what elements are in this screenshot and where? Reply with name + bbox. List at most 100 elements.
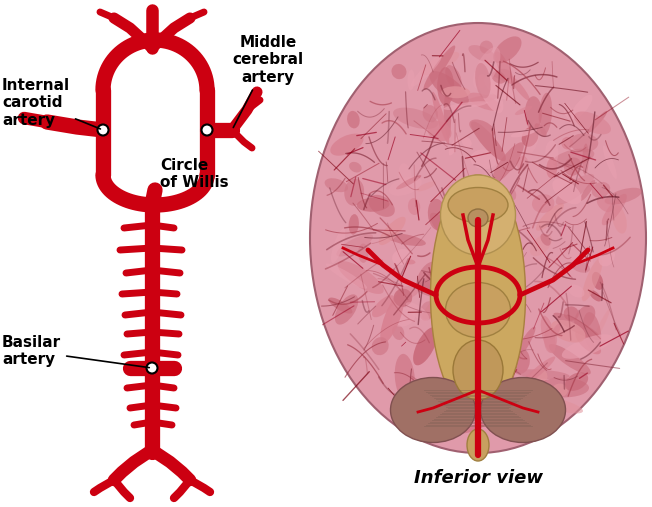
Ellipse shape xyxy=(469,120,496,137)
Ellipse shape xyxy=(349,162,362,172)
Ellipse shape xyxy=(427,121,451,141)
Ellipse shape xyxy=(444,314,494,332)
Ellipse shape xyxy=(458,295,474,310)
Ellipse shape xyxy=(347,111,360,128)
Ellipse shape xyxy=(516,156,529,171)
Ellipse shape xyxy=(580,180,595,201)
Ellipse shape xyxy=(544,326,557,353)
Text: Internal
carotid
artery: Internal carotid artery xyxy=(2,78,100,129)
Ellipse shape xyxy=(430,71,469,105)
Ellipse shape xyxy=(473,47,501,89)
Ellipse shape xyxy=(344,178,364,206)
Ellipse shape xyxy=(449,136,460,156)
Ellipse shape xyxy=(398,163,411,187)
Ellipse shape xyxy=(393,107,438,129)
Ellipse shape xyxy=(535,123,546,137)
Ellipse shape xyxy=(515,106,533,115)
Ellipse shape xyxy=(357,198,389,212)
Ellipse shape xyxy=(453,255,491,283)
Ellipse shape xyxy=(394,354,415,402)
Ellipse shape xyxy=(389,176,422,196)
Ellipse shape xyxy=(430,175,526,415)
Text: Basilar
artery: Basilar artery xyxy=(2,335,149,368)
Ellipse shape xyxy=(408,69,415,90)
Ellipse shape xyxy=(475,261,487,279)
Ellipse shape xyxy=(570,245,593,270)
Ellipse shape xyxy=(504,334,516,345)
Ellipse shape xyxy=(392,249,411,265)
Ellipse shape xyxy=(591,182,610,198)
Ellipse shape xyxy=(612,205,627,234)
Ellipse shape xyxy=(553,403,558,424)
Ellipse shape xyxy=(592,272,603,290)
Ellipse shape xyxy=(583,312,601,351)
Ellipse shape xyxy=(417,182,436,191)
Ellipse shape xyxy=(565,372,588,391)
Ellipse shape xyxy=(570,261,590,273)
Ellipse shape xyxy=(437,67,454,105)
Ellipse shape xyxy=(550,323,561,340)
Ellipse shape xyxy=(562,334,613,359)
Ellipse shape xyxy=(599,247,615,266)
Ellipse shape xyxy=(391,378,475,443)
Ellipse shape xyxy=(549,344,591,375)
Ellipse shape xyxy=(459,400,473,405)
Ellipse shape xyxy=(411,55,442,87)
Ellipse shape xyxy=(372,337,389,355)
Ellipse shape xyxy=(539,93,552,135)
Ellipse shape xyxy=(379,217,406,245)
Ellipse shape xyxy=(467,429,489,461)
Ellipse shape xyxy=(391,64,406,79)
Ellipse shape xyxy=(445,282,511,338)
Ellipse shape xyxy=(454,204,474,234)
Ellipse shape xyxy=(602,194,627,225)
Ellipse shape xyxy=(471,121,506,161)
Ellipse shape xyxy=(541,233,551,246)
Ellipse shape xyxy=(396,175,421,190)
Circle shape xyxy=(98,125,108,135)
Ellipse shape xyxy=(437,377,444,413)
Ellipse shape xyxy=(421,52,459,76)
Ellipse shape xyxy=(475,63,491,98)
Circle shape xyxy=(201,125,213,135)
Ellipse shape xyxy=(385,233,426,246)
Ellipse shape xyxy=(396,286,418,298)
Ellipse shape xyxy=(563,103,574,121)
Text: Inferior view: Inferior view xyxy=(413,469,542,487)
Ellipse shape xyxy=(468,45,497,63)
Ellipse shape xyxy=(541,316,556,353)
Ellipse shape xyxy=(536,203,564,231)
Ellipse shape xyxy=(546,158,557,178)
Ellipse shape xyxy=(467,93,501,111)
Ellipse shape xyxy=(349,214,359,235)
Ellipse shape xyxy=(462,137,471,148)
Ellipse shape xyxy=(417,278,464,298)
Ellipse shape xyxy=(574,112,611,134)
Ellipse shape xyxy=(411,391,462,402)
Ellipse shape xyxy=(461,220,484,259)
Ellipse shape xyxy=(368,195,395,217)
Ellipse shape xyxy=(582,143,589,175)
Ellipse shape xyxy=(406,302,429,321)
Ellipse shape xyxy=(461,421,490,433)
Ellipse shape xyxy=(443,101,488,110)
Ellipse shape xyxy=(439,379,452,402)
Ellipse shape xyxy=(511,190,516,200)
Ellipse shape xyxy=(519,356,556,387)
Ellipse shape xyxy=(480,41,493,54)
Ellipse shape xyxy=(574,305,595,330)
Ellipse shape xyxy=(483,231,513,264)
Ellipse shape xyxy=(432,92,449,144)
Ellipse shape xyxy=(325,178,348,192)
Ellipse shape xyxy=(448,188,508,223)
Ellipse shape xyxy=(413,327,437,366)
Ellipse shape xyxy=(515,369,570,379)
Ellipse shape xyxy=(568,284,584,298)
Ellipse shape xyxy=(554,313,600,340)
Ellipse shape xyxy=(408,198,421,215)
Ellipse shape xyxy=(575,331,601,354)
Ellipse shape xyxy=(465,385,490,411)
Ellipse shape xyxy=(564,157,582,175)
Ellipse shape xyxy=(420,301,435,321)
Ellipse shape xyxy=(402,259,415,265)
